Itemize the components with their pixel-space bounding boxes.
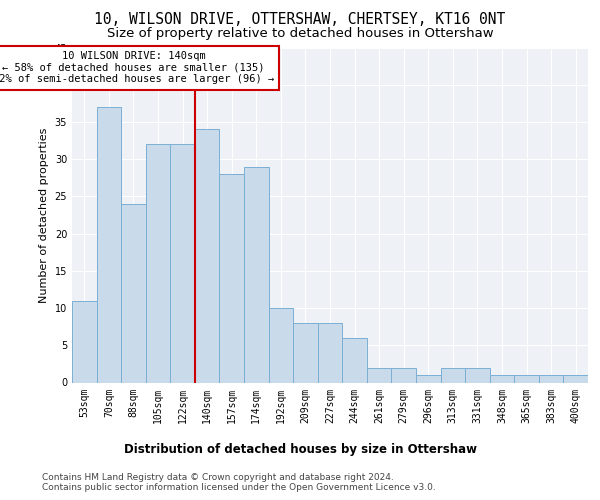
Bar [465, 368, 490, 382]
Bar [121, 204, 146, 382]
Text: 10, WILSON DRIVE, OTTERSHAW, CHERTSEY, KT16 0NT: 10, WILSON DRIVE, OTTERSHAW, CHERTSEY, K… [94, 12, 506, 28]
Bar [318, 323, 342, 382]
Bar [72, 300, 97, 382]
Bar [195, 130, 220, 382]
Bar [170, 144, 195, 382]
Bar [244, 166, 269, 382]
Bar [416, 375, 440, 382]
Bar [391, 368, 416, 382]
Bar [367, 368, 391, 382]
Text: Contains HM Land Registry data © Crown copyright and database right 2024.
Contai: Contains HM Land Registry data © Crown c… [42, 472, 436, 492]
Bar [539, 375, 563, 382]
Bar [146, 144, 170, 382]
Bar [514, 375, 539, 382]
Bar [293, 323, 318, 382]
Bar [220, 174, 244, 382]
Text: Size of property relative to detached houses in Ottershaw: Size of property relative to detached ho… [107, 28, 493, 40]
Bar [269, 308, 293, 382]
Y-axis label: Number of detached properties: Number of detached properties [39, 128, 49, 302]
Bar [563, 375, 588, 382]
Text: 10 WILSON DRIVE: 140sqm
← 58% of detached houses are smaller (135)
42% of semi-d: 10 WILSON DRIVE: 140sqm ← 58% of detache… [0, 51, 274, 84]
Text: Distribution of detached houses by size in Ottershaw: Distribution of detached houses by size … [124, 442, 476, 456]
Bar [342, 338, 367, 382]
Bar [440, 368, 465, 382]
Bar [490, 375, 514, 382]
Bar [97, 107, 121, 382]
